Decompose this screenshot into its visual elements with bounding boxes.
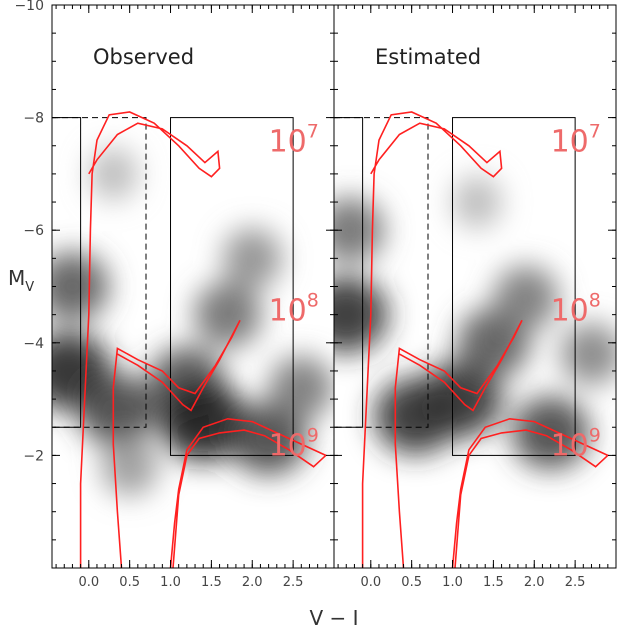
- y-tick-label: −8: [23, 111, 44, 127]
- selection-box: [170, 117, 294, 456]
- isochrones-estimated: [361, 111, 610, 568]
- selection-box: [333, 117, 364, 428]
- x-tick-labels-estimated: 0.0 0.5 1.0 1.5 2.0 2.5: [360, 575, 585, 590]
- y-tick-label: −10: [14, 0, 44, 14]
- x-tick-label: 0.5: [401, 575, 422, 590]
- density-cell: [334, 276, 388, 353]
- isochrone-line: [394, 319, 523, 568]
- x-tick-label: 1.5: [201, 575, 222, 590]
- density-map-observed: [52, 147, 334, 496]
- age-labels-estimated: 107 108 109: [551, 120, 601, 463]
- age-labels-observed: 107 108 109: [269, 120, 319, 463]
- ticks-estimated: [334, 4, 616, 569]
- x-tick-label: 2.0: [242, 575, 263, 590]
- density-cell: [269, 355, 334, 420]
- panel-label-estimated: Estimated: [375, 45, 481, 69]
- density-cell: [78, 373, 157, 447]
- x-tick-label: 2.0: [524, 575, 545, 590]
- density-cell: [511, 396, 590, 470]
- x-tick-label: 0.0: [360, 575, 381, 590]
- isochrones-observed: [79, 111, 328, 568]
- y-axis-label: MV: [8, 266, 34, 295]
- panel-label-observed: Observed: [93, 45, 194, 69]
- y-tick-labels: −10 −8 −6 −4 −2: [14, 0, 44, 464]
- age-label: 109: [269, 424, 319, 463]
- density-cell: [560, 323, 616, 386]
- age-label: 109: [551, 424, 601, 463]
- isochrone-line: [169, 417, 328, 568]
- isochrone-line: [112, 319, 241, 568]
- x-tick-label: 0.5: [119, 575, 140, 590]
- density-cell: [101, 437, 159, 496]
- age-label: 107: [551, 120, 601, 159]
- selection-box: [452, 117, 576, 456]
- x-tick-label: 1.0: [442, 575, 463, 590]
- age-label: 108: [269, 289, 319, 328]
- x-tick-label: 0.0: [78, 575, 99, 590]
- x-tick-label: 1.5: [483, 575, 504, 590]
- density-cell: [194, 281, 262, 348]
- y-tick-label: −2: [23, 448, 44, 464]
- panel-observed: Observed 107 108 109: [51, 4, 335, 569]
- age-label: 107: [269, 120, 319, 159]
- age-label: 108: [551, 289, 601, 328]
- isochrone-line: [79, 111, 221, 568]
- x-tick-label: 2.5: [565, 575, 586, 590]
- density-cell: [493, 265, 559, 330]
- density-cell: [52, 251, 109, 322]
- isochrone-line: [361, 111, 503, 568]
- x-tick-label: 2.5: [283, 575, 304, 590]
- frame-estimated: [333, 4, 617, 569]
- density-cell: [222, 228, 282, 289]
- density-cell: [452, 175, 502, 229]
- ticks-observed: [52, 4, 334, 569]
- panel-estimated: Estimated 107 108 109: [333, 4, 617, 569]
- x-tick-label: 1.0: [160, 575, 181, 590]
- x-tick-labels-observed: 0.0 0.5 1.0 1.5 2.0 2.5: [78, 575, 303, 590]
- density-cell: [159, 381, 248, 462]
- y-tick-label: −6: [23, 223, 44, 239]
- density-cell: [88, 147, 138, 201]
- x-axis-label: V − I: [309, 606, 358, 630]
- y-tick-label: −4: [23, 336, 44, 352]
- isochrone-line: [451, 417, 610, 568]
